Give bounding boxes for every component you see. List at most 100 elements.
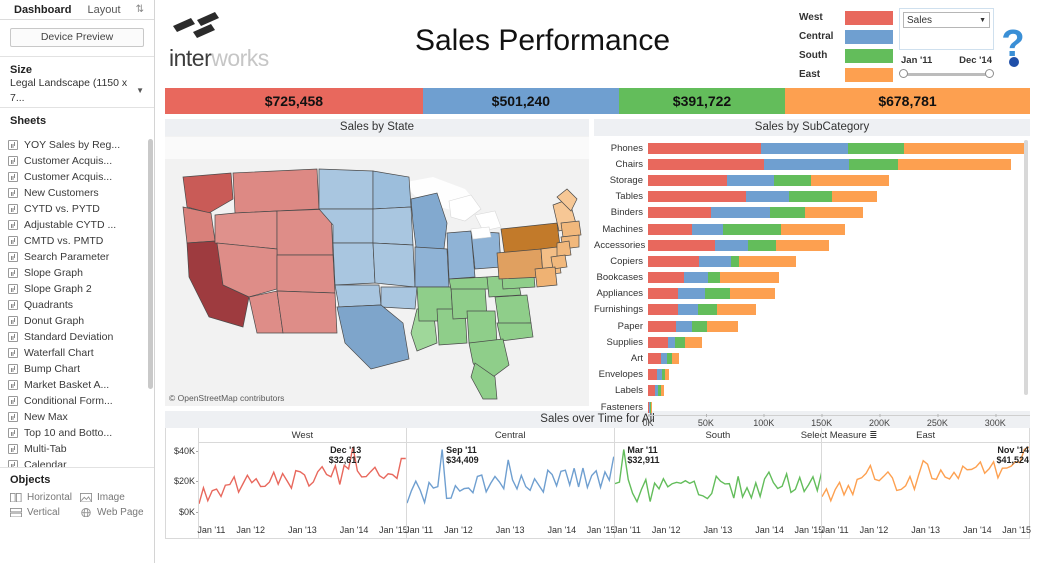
bar-segment[interactable] (657, 369, 662, 381)
bar-row[interactable]: Phones (594, 140, 1030, 156)
sheet-list-item[interactable]: Standard Deviation (8, 329, 148, 345)
bar-row[interactable]: Furnishings (594, 302, 1030, 318)
bar-row[interactable]: Envelopes (594, 367, 1030, 383)
sheet-list-item[interactable]: Calendar (8, 457, 148, 467)
sheet-list-item[interactable]: Slope Graph 2 (8, 281, 148, 297)
bar-row[interactable]: Machines (594, 221, 1030, 237)
bar-segment[interactable] (761, 142, 849, 154)
ts-plot-area[interactable]: Nov '14 $41,524 (822, 443, 1029, 524)
sheets-scrollbar[interactable] (148, 139, 153, 389)
bar-segment[interactable] (648, 304, 679, 316)
bar-segment[interactable] (648, 272, 684, 284)
sheet-list-item[interactable]: Customer Acquis... (8, 153, 148, 169)
bar-segment[interactable] (747, 239, 777, 251)
bar-segment[interactable] (710, 207, 770, 219)
object-item[interactable]: Web Page (80, 507, 144, 518)
bar-segment[interactable] (691, 320, 708, 332)
bar-row[interactable]: Labels (594, 383, 1030, 399)
bar-row[interactable]: Copiers (594, 253, 1030, 269)
bar-segment[interactable] (769, 207, 806, 219)
ts-plot-area[interactable]: Sep '11 $34,409 (407, 443, 614, 524)
bar-segment[interactable] (697, 304, 718, 316)
bar-segment[interactable] (648, 401, 650, 413)
bar-segment[interactable] (648, 174, 727, 186)
bar-segment[interactable] (683, 272, 709, 284)
sheets-list[interactable]: YOY Sales by Reg... Customer Acquis... Cus… (0, 137, 154, 467)
sheet-list-item[interactable]: Donut Graph (8, 313, 148, 329)
bar-segment[interactable] (805, 207, 864, 219)
bar-row[interactable]: Art (594, 350, 1030, 366)
bar-segment[interactable] (704, 288, 731, 300)
sheet-list-item[interactable]: Market Basket A... (8, 377, 148, 393)
bar-segment[interactable] (648, 142, 762, 154)
bar-segment[interactable] (730, 288, 776, 300)
bar-segment[interactable] (717, 304, 756, 316)
size-select[interactable]: Legal Landscape (1150 x 7... ▼ (10, 77, 144, 104)
device-preview-button[interactable]: Device Preview (10, 28, 144, 47)
bar-segment[interactable] (661, 369, 666, 381)
sheet-list-item[interactable]: Waterfall Chart (8, 345, 148, 361)
legend-item[interactable]: South (799, 48, 899, 63)
bar-segment[interactable] (649, 401, 651, 413)
sheet-list-item[interactable]: CMTD vs. PMTD (8, 233, 148, 249)
bar-row[interactable]: Storage (594, 172, 1030, 188)
bar-segment[interactable] (650, 401, 652, 413)
bar-segment[interactable] (723, 223, 782, 235)
bar-segment[interactable] (715, 239, 748, 251)
bar-segment[interactable] (648, 191, 747, 203)
updown-arrows-icon[interactable]: ⇅ (135, 4, 144, 15)
sheet-list-item[interactable]: YOY Sales by Reg... (8, 137, 148, 153)
kpi-segment[interactable]: $501,240 (422, 88, 619, 114)
bar-segment[interactable] (832, 191, 878, 203)
sheet-list-item[interactable]: Conditional Form... (8, 393, 148, 409)
bar-segment[interactable] (674, 336, 686, 348)
bar-segment[interactable] (665, 369, 669, 381)
measure-select[interactable]: Sales ▼ (903, 12, 990, 28)
bar-row[interactable]: Binders (594, 205, 1030, 221)
bar-segment[interactable] (691, 223, 724, 235)
date-range-slider[interactable] (899, 68, 994, 80)
tab-layout[interactable]: Layout (87, 3, 121, 16)
sheet-list-item[interactable]: Slope Graph (8, 265, 148, 281)
bar-segment[interactable] (746, 191, 790, 203)
bar-segment[interactable] (648, 255, 699, 267)
bar-segment[interactable] (648, 336, 668, 348)
slider-handle-end[interactable] (985, 69, 994, 78)
sheet-list-item[interactable]: Multi-Tab (8, 441, 148, 457)
sheet-list-item[interactable]: Bump Chart (8, 361, 148, 377)
bar-segment[interactable] (648, 207, 711, 219)
bar-segment[interactable] (719, 272, 779, 284)
sheet-list-item[interactable]: CYTD vs. PYTD (8, 201, 148, 217)
bar-row[interactable]: Paper (594, 318, 1030, 334)
sheet-list-item[interactable]: New Max (8, 409, 148, 425)
bar-segment[interactable] (648, 158, 764, 170)
sheet-list-item[interactable]: New Customers (8, 185, 148, 201)
bar-segment[interactable] (811, 174, 889, 186)
bar-segment[interactable] (649, 401, 650, 413)
select-measure-control[interactable]: Select Measure ≣ (648, 430, 1030, 441)
legend-item[interactable]: East (799, 67, 899, 82)
bar-row[interactable]: Fasteners (594, 399, 1030, 415)
question-mark-icon[interactable]: ? (997, 26, 1031, 68)
bar-segment[interactable] (726, 174, 775, 186)
bar-row[interactable]: Appliances (594, 286, 1030, 302)
bar-segment[interactable] (707, 320, 739, 332)
kpi-segment[interactable]: $725,458 (165, 88, 423, 114)
bar-segment[interactable] (774, 174, 812, 186)
bar-segment[interactable] (848, 142, 904, 154)
bar-segment[interactable] (660, 353, 667, 365)
bar-segment[interactable] (672, 353, 680, 365)
bar-segment[interactable] (698, 255, 732, 267)
object-item[interactable]: Vertical (10, 507, 74, 518)
bar-segment[interactable] (678, 304, 698, 316)
sheet-list-item[interactable]: Top 10 and Botto... (8, 425, 148, 441)
legend-item[interactable]: West (799, 10, 899, 25)
bar-segment[interactable] (648, 223, 692, 235)
sales-by-state-map[interactable]: © OpenStreetMap contributors (165, 136, 589, 406)
bar-segment[interactable] (781, 223, 845, 235)
bar-segment[interactable] (667, 336, 675, 348)
legend-item[interactable]: Central (799, 29, 899, 44)
sheet-list-item[interactable]: Quadrants (8, 297, 148, 313)
object-item[interactable]: Image (80, 492, 144, 503)
kpi-segment[interactable]: $391,722 (618, 88, 786, 114)
